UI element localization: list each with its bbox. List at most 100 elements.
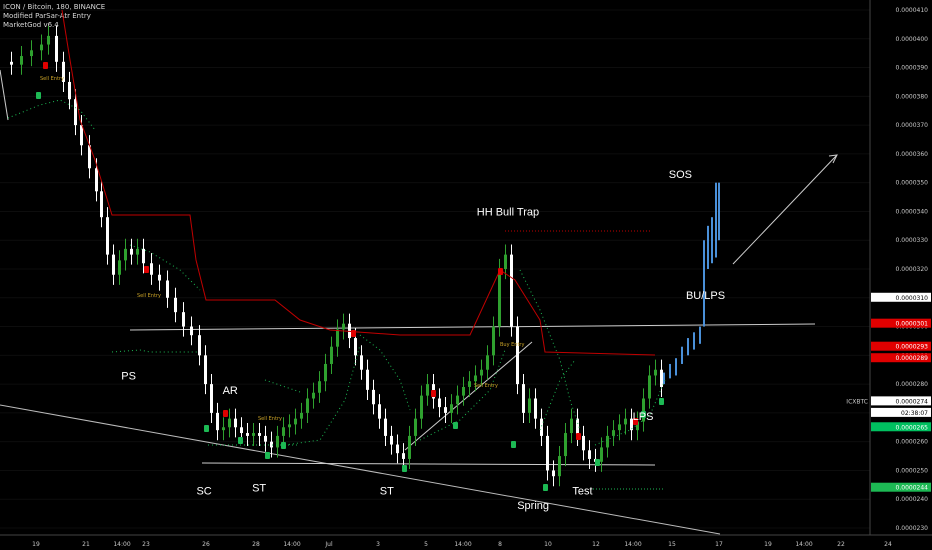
indicator-parsar-label[interactable]: Modified ParSar-Atr Entry xyxy=(3,12,91,20)
candle-body xyxy=(540,418,543,436)
candle-body xyxy=(55,35,58,62)
candle-body xyxy=(198,335,201,356)
candle-body xyxy=(630,418,633,431)
x-tick-label: 23 xyxy=(142,541,150,548)
candle-body xyxy=(498,269,501,327)
y-tick-label: 0.0000320 xyxy=(896,266,929,273)
candle-body xyxy=(204,355,207,385)
candle-body xyxy=(47,35,50,45)
price-badge-label: 0.0000274 xyxy=(896,398,929,405)
signal-label: Sell Entry xyxy=(40,76,64,82)
candle-body xyxy=(600,447,603,462)
sar-dots xyxy=(284,344,361,446)
candle-body xyxy=(216,412,219,431)
sell-marker xyxy=(431,390,436,397)
sell-marker xyxy=(576,433,581,440)
sell-marker xyxy=(633,418,638,425)
candle-body xyxy=(522,384,525,413)
candle-body xyxy=(414,418,417,436)
candle-body xyxy=(100,191,103,218)
buy-marker xyxy=(265,452,270,459)
buy-marker xyxy=(402,465,407,472)
candle-body xyxy=(582,435,585,451)
candle-body xyxy=(20,56,23,65)
x-tick-label: 10 xyxy=(544,541,552,548)
wyckoff-annotation: PS xyxy=(121,370,136,382)
candle-body xyxy=(294,418,297,425)
price-badge-label: 02:38:07 xyxy=(901,410,928,417)
grid xyxy=(0,9,870,529)
candle-body xyxy=(190,326,193,336)
sell-marker xyxy=(351,330,356,337)
wyckoff-annotation: SOS xyxy=(669,169,692,181)
candle-body xyxy=(444,407,447,413)
candle-body xyxy=(210,384,213,413)
candle-body xyxy=(40,44,43,51)
candle-body xyxy=(276,435,279,448)
x-tick-label: 22 xyxy=(837,541,845,548)
price-axis[interactable]: 0.0000410 0.0000400 0.0000390 0.0000380 0.00… xyxy=(846,0,932,550)
sell-marker xyxy=(144,266,149,273)
wyckoff-annotation: LPS xyxy=(633,411,654,423)
buy-marker xyxy=(595,459,600,466)
sell-marker xyxy=(498,268,503,275)
x-tick-label: 19 xyxy=(32,541,40,548)
x-tick-label: Jul xyxy=(324,541,333,548)
buy-marker xyxy=(659,398,664,405)
candle-body xyxy=(88,145,91,169)
candle-body xyxy=(318,381,321,393)
sar-dots xyxy=(419,349,506,441)
candle-body xyxy=(552,470,555,477)
candle-body xyxy=(306,398,309,413)
candle-body xyxy=(312,392,315,399)
symbol-tag: ICXBTC xyxy=(846,398,868,405)
parsar-stop-line xyxy=(61,9,656,356)
candle-body xyxy=(74,99,77,126)
x-tick-label: 28 xyxy=(252,541,260,548)
y-tick-label: 0.0000280 xyxy=(896,381,929,388)
candle-body xyxy=(288,424,291,428)
candle-body xyxy=(252,433,255,436)
candle-body xyxy=(450,404,453,413)
indicator-overlays: Sell Entry Sell Entry Sell Entry Buy Entry S… xyxy=(7,9,666,491)
candle-body xyxy=(378,404,381,419)
candle-body xyxy=(492,326,495,356)
indicator-marketgod-label[interactable]: MarketGod v6.4 xyxy=(3,21,59,29)
candle-body xyxy=(258,433,261,436)
candle-body xyxy=(534,398,537,419)
x-tick-label: 17 xyxy=(715,541,723,548)
price-badge-label: 0.0000310 xyxy=(896,295,929,302)
x-tick-label: 12 xyxy=(592,541,600,548)
candle-body xyxy=(462,386,465,396)
price-badge xyxy=(871,396,931,406)
x-tick-label: 21 xyxy=(82,541,90,548)
symbol-title[interactable]: ICON / Bitcoin, 180, BINANCE xyxy=(3,3,106,11)
sar-dots xyxy=(129,244,201,291)
candle-body xyxy=(30,50,33,57)
candle-body xyxy=(528,398,531,413)
buy-marker xyxy=(453,422,458,429)
candle-body xyxy=(612,430,615,436)
candle-body xyxy=(68,81,71,100)
y-tick-label: 0.0000330 xyxy=(896,237,929,244)
candle-body xyxy=(330,346,333,364)
wyckoff-annotation: Test xyxy=(572,486,592,498)
candle-body xyxy=(654,369,657,376)
candle-body xyxy=(118,260,121,275)
time-axis[interactable]: 19 21 14:00 23 26 28 14:00 Jul 3 5 14:00 8 10 12 14:00… xyxy=(0,534,932,548)
candle-body xyxy=(618,424,621,431)
price-axis-bg xyxy=(870,0,932,550)
candle-body xyxy=(588,450,591,459)
sell-marker xyxy=(223,410,228,417)
candle-body xyxy=(282,427,285,436)
candle-body xyxy=(456,395,459,405)
buy-marker xyxy=(238,437,243,444)
candle-body xyxy=(174,297,177,313)
candle-body xyxy=(136,248,139,255)
candle-body xyxy=(372,389,375,405)
range-support-line xyxy=(201,462,656,466)
buy-marker xyxy=(641,411,646,418)
candle-body xyxy=(642,398,645,422)
x-tick-label: 3 xyxy=(376,541,380,548)
